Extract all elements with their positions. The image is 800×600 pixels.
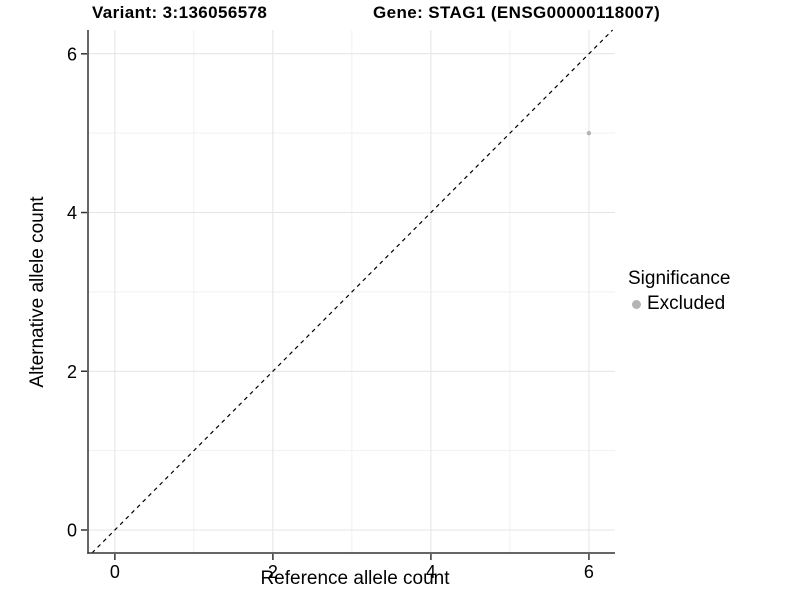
identity-line bbox=[91, 29, 614, 554]
y-tick-label: 4 bbox=[67, 203, 77, 223]
y-tick-label: 2 bbox=[67, 362, 77, 382]
x-tick-label: 2 bbox=[268, 562, 278, 582]
legend-item-excluded: Excluded bbox=[628, 293, 730, 315]
plot-title-gene: Gene: STAG1 (ENSG00000118007) bbox=[373, 3, 661, 22]
legend-item-label: Excluded bbox=[647, 293, 726, 314]
y-tick-label: 6 bbox=[67, 44, 77, 64]
y-tick-label: 0 bbox=[67, 520, 77, 540]
data-point bbox=[586, 130, 592, 136]
plot-title-variant: Variant: 3:136056578 bbox=[92, 3, 268, 22]
legend: Significance Excluded bbox=[628, 268, 730, 315]
x-tick-label: 0 bbox=[110, 562, 120, 582]
x-tick-label: 4 bbox=[426, 562, 436, 582]
legend-point-icon bbox=[632, 299, 641, 309]
x-axis-title: Reference allele count bbox=[260, 568, 450, 589]
x-tick-label: 6 bbox=[584, 562, 594, 582]
legend-title: Significance bbox=[628, 268, 731, 289]
y-axis-title: Alternative allele count bbox=[27, 196, 48, 388]
